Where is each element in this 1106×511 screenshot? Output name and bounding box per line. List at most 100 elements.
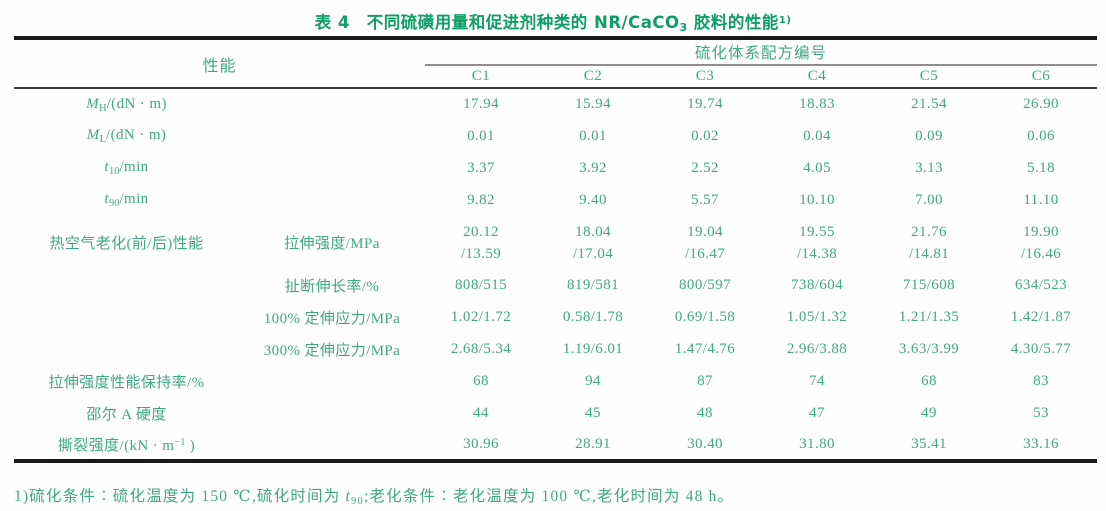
table-row: 300% 定伸应力/MPa 2.68/5.34 1.19/6.01 1.47/4.76… bbox=[14, 333, 1097, 365]
table-row: 热空气老化(前/后)性能 拉伸强度/MPa 20.12/13.59 18.04/17.… bbox=[14, 216, 1097, 269]
value-cell: 1.47/4.76 bbox=[674, 340, 736, 357]
row-label-cell: 拉伸强度性能保持率/% bbox=[14, 365, 239, 397]
value-cell: 9.40 bbox=[579, 191, 607, 208]
row-label-spacer-cell bbox=[239, 120, 425, 152]
value-line: 19.04 bbox=[687, 223, 723, 240]
value-cell: 0.06 bbox=[1027, 127, 1055, 144]
row-label-cell: t90/min bbox=[14, 184, 239, 216]
value-cell: 74 bbox=[809, 372, 825, 389]
value-cell: 48 bbox=[697, 404, 713, 421]
value-line: /16.47 bbox=[684, 245, 726, 262]
table-row: MH/(dN · m) 17.94 15.94 19.74 18.83 21.54 26.9… bbox=[14, 88, 1097, 120]
table-footnote: 1)硫化条件∶硫化温度为 150 ℃,硫化时间为 t90;老化条件∶老化温度为 … bbox=[14, 484, 734, 507]
row-label-spacer-cell bbox=[239, 397, 425, 429]
value-line: 19.90 bbox=[1023, 223, 1059, 240]
properties-table: 性能 硫化体系配方编号 C1 C2 C3 C4 C5 C6 MH/(dN · m… bbox=[14, 36, 1098, 463]
text-segment: 邵尔 A 硬度 bbox=[86, 406, 167, 423]
value-line: 19.55 bbox=[799, 223, 835, 240]
text-segment: 1) bbox=[778, 15, 792, 26]
value-cell: 819/581 bbox=[567, 276, 619, 293]
value-cell: 87 bbox=[697, 372, 713, 389]
value-cell: 21.76/14.81 bbox=[873, 216, 985, 269]
value-cell: 68 bbox=[921, 372, 937, 389]
row-label-cell: 撕裂强度/(kN · m−1 ) bbox=[14, 429, 239, 461]
value-cell: 19.55/14.38 bbox=[761, 216, 873, 269]
table-row: ML/(dN · m) 0.01 0.01 0.02 0.04 0.09 0.06 bbox=[14, 120, 1097, 152]
row-label-spacer-cell bbox=[239, 429, 425, 461]
text-segment: H bbox=[99, 102, 107, 114]
row-label-spacer-cell bbox=[239, 88, 425, 120]
column-header-c1: C1 bbox=[471, 68, 491, 84]
value-cell: 1.05/1.32 bbox=[786, 308, 848, 325]
value-cell: 28.91 bbox=[575, 435, 611, 452]
value-cell: 30.96 bbox=[463, 435, 499, 452]
value-cell: 0.01 bbox=[467, 127, 495, 144]
row-label-cell: ML/(dN · m) bbox=[14, 120, 239, 152]
text-segment: ;老化条件∶老化温度为 100 ℃,老化时间为 48 h。 bbox=[363, 488, 735, 505]
text-segment: 300% 定伸应力/MPa bbox=[263, 342, 401, 359]
table-row: t10/min 3.37 3.92 2.52 4.05 3.13 5.18 bbox=[14, 152, 1097, 184]
text-segment: /min bbox=[119, 159, 149, 175]
value-cell: 2.68/5.34 bbox=[450, 340, 512, 357]
value-cell: 0.69/1.58 bbox=[674, 308, 736, 325]
row-group-cell: 热空气老化(前/后)性能 bbox=[49, 236, 204, 252]
row-group-cell bbox=[14, 301, 239, 333]
value-cell: 1.19/6.01 bbox=[562, 340, 624, 357]
value-cell: 3.13 bbox=[915, 159, 943, 176]
value-cell: 0.04 bbox=[803, 127, 831, 144]
value-cell: 53 bbox=[1033, 404, 1049, 421]
text-segment: 胶料的性能 bbox=[687, 13, 779, 32]
value-cell: 3.63/3.99 bbox=[898, 340, 960, 357]
value-cell: 2.52 bbox=[691, 159, 719, 176]
text-segment: 拉伸强度/MPa bbox=[284, 236, 380, 252]
value-cell: 17.94 bbox=[463, 96, 499, 112]
value-cell: 0.02 bbox=[691, 127, 719, 144]
text-segment: 90 bbox=[108, 198, 120, 209]
row-label-cell: t10/min bbox=[14, 152, 239, 184]
table-title: 表 4 不同硫磺用量和促进剂种类的 NR/CaCO3 胶料的性能1) bbox=[0, 9, 1106, 34]
value-cell: 0.01 bbox=[579, 127, 607, 144]
value-cell: 9.82 bbox=[467, 191, 495, 208]
column-header-c6: C6 bbox=[1031, 68, 1051, 84]
text-segment: 拉伸强度性能保持率/% bbox=[48, 374, 205, 391]
table-row: 扯断伸长率/% 808/515 819/581 800/597 738/604 715/6… bbox=[14, 269, 1097, 301]
row-label-spacer-cell bbox=[239, 184, 425, 216]
value-cell: 47 bbox=[809, 404, 825, 421]
value-cell: 45 bbox=[585, 404, 601, 421]
value-line: /14.81 bbox=[908, 245, 950, 262]
value-cell: 10.10 bbox=[799, 191, 835, 208]
text-segment: t bbox=[345, 488, 352, 505]
text-segment: /(dN · m) bbox=[106, 127, 167, 143]
text-segment: 3 bbox=[679, 21, 688, 34]
column-header-c3: C3 bbox=[695, 68, 715, 84]
text-segment: M bbox=[86, 127, 100, 143]
text-segment: /min bbox=[119, 191, 149, 207]
column-header-c5: C5 bbox=[919, 68, 939, 84]
value-cell: 31.80 bbox=[799, 435, 835, 452]
value-cell: 19.74 bbox=[687, 96, 723, 112]
value-line: 20.12 bbox=[463, 223, 499, 240]
row-sublabel-cell: 拉伸强度/MPa bbox=[239, 216, 425, 269]
table-body: MH/(dN · m) 17.94 15.94 19.74 18.83 21.54 26.9… bbox=[14, 88, 1097, 461]
text-segment: t bbox=[104, 191, 109, 207]
text-segment: 90 bbox=[351, 496, 364, 507]
value-line: 18.04 bbox=[575, 223, 611, 240]
value-cell: 44 bbox=[473, 404, 489, 421]
value-cell: 30.40 bbox=[687, 435, 723, 452]
row-label-cell: MH/(dN · m) bbox=[14, 88, 239, 120]
text-segment: ) bbox=[185, 437, 196, 454]
value-cell: 800/597 bbox=[679, 276, 731, 293]
text-segment: −1 bbox=[174, 436, 186, 448]
value-cell: 19.90/16.46 bbox=[985, 216, 1097, 269]
value-cell: 11.10 bbox=[1023, 191, 1059, 208]
row-label-spacer-cell bbox=[239, 152, 425, 184]
text-segment: 撕裂强度/(kN · m bbox=[57, 437, 175, 454]
value-cell: 0.09 bbox=[915, 127, 943, 144]
table-row: 100% 定伸应力/MPa 1.02/1.72 0.58/1.78 0.69/1.58… bbox=[14, 301, 1097, 333]
text-segment: /(dN · m) bbox=[106, 95, 167, 112]
value-line: /17.04 bbox=[572, 245, 614, 262]
value-cell: 2.96/3.88 bbox=[786, 340, 848, 357]
text-segment: 1)硫化条件∶硫化温度为 150 ℃,硫化时间为 bbox=[14, 488, 346, 505]
value-cell: 1.21/1.35 bbox=[898, 308, 960, 325]
table-row: 邵尔 A 硬度 44 45 48 47 49 53 bbox=[14, 397, 1097, 429]
